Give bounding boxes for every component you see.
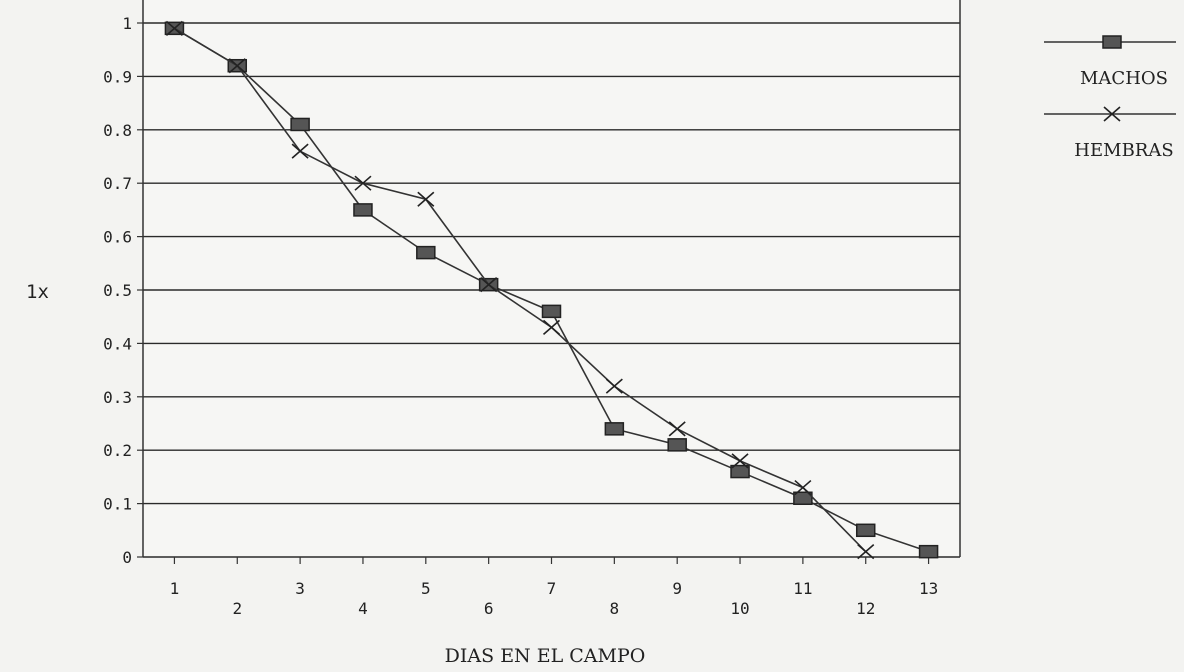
x-tick-label: 1 [170, 579, 180, 598]
marker-x-stroke [480, 277, 498, 293]
y-axis-label: 1x [26, 281, 49, 303]
legend-label-hembras: HEMBRAS [1074, 140, 1173, 161]
x-tick-label: 12 [856, 599, 875, 618]
point-machos [290, 117, 310, 132]
point-machos [416, 245, 436, 260]
point-hembras [605, 378, 623, 394]
marker-x-stroke [731, 453, 749, 469]
y-tick-label: 0.1 [103, 495, 132, 514]
point-hembras [731, 453, 749, 469]
marker-x-stroke [165, 20, 183, 36]
marker-x-stroke [354, 175, 372, 191]
x-tick-label: 3 [295, 579, 305, 598]
x-tick-label: 5 [421, 579, 431, 598]
marker-x-stroke [668, 421, 686, 437]
point-machos [604, 422, 625, 436]
legend-marker-hembras [1103, 106, 1121, 122]
point-hembras [668, 421, 686, 437]
legend: MACHOS HEMBRAS [1044, 35, 1176, 161]
point-hembras [354, 175, 372, 191]
marker-x-stroke [857, 544, 875, 560]
series-layer [164, 20, 939, 560]
marker-x-stroke [605, 378, 623, 394]
point-hembras [794, 479, 812, 496]
point-hembras [542, 319, 561, 335]
marker-x-stroke [228, 58, 246, 74]
point-machos [541, 304, 562, 319]
marker-x-stroke [794, 479, 812, 496]
legend-marker-machos [1102, 35, 1122, 49]
x-tick-label: 6 [484, 599, 494, 618]
point-hembras [228, 58, 246, 74]
point-machos [918, 544, 939, 559]
y-tick-label: 0 [122, 548, 132, 567]
legend-label-machos: MACHOS [1080, 68, 1168, 89]
x-tick-label: 7 [547, 579, 557, 598]
point-machos [667, 438, 687, 452]
y-tick-label: 0.6 [103, 228, 132, 247]
point-machos [793, 491, 813, 506]
grid-lines [143, 22, 960, 558]
x-tick-label: 8 [610, 599, 620, 618]
y-tick-label: 1 [122, 14, 132, 33]
point-hembras [417, 191, 435, 207]
marker-x-stroke [417, 191, 435, 207]
y-tick-label: 0.2 [103, 441, 132, 460]
y-tick-label: 0.9 [103, 67, 132, 86]
marker-x-stroke [1103, 106, 1121, 122]
point-hembras [291, 143, 309, 159]
x-tick-label: 13 [919, 579, 938, 598]
y-tick-label: 0.3 [103, 388, 132, 407]
plot-background [143, 0, 960, 557]
x-tick-label: 9 [672, 579, 682, 598]
y-ticks: 0 0.1 0.2 0.3 0.4 0.5 0.6 0.7 0.8 0.9 1 [103, 14, 143, 567]
point-hembras [480, 277, 498, 293]
x-axis-label: DIAS EN EL CAMPO [445, 645, 646, 667]
marker-x-stroke [291, 143, 309, 159]
y-tick-label: 0.5 [103, 281, 132, 300]
point-hembras [165, 20, 183, 36]
y-tick-label: 0.4 [103, 334, 132, 353]
point-machos [730, 464, 750, 479]
x-tick-label: 2 [232, 599, 242, 618]
point-machos [855, 523, 876, 538]
x-tick-label: 11 [793, 579, 812, 598]
point-machos [353, 203, 373, 217]
marker-x-stroke [542, 319, 561, 335]
point-hembras [857, 544, 875, 560]
series-line-hembras [174, 27, 867, 553]
x-tick-label: 4 [358, 599, 368, 618]
y-tick-label: 0.8 [103, 121, 132, 140]
y-tick-label: 0.7 [103, 174, 132, 193]
x-tick-label: 10 [730, 599, 749, 618]
